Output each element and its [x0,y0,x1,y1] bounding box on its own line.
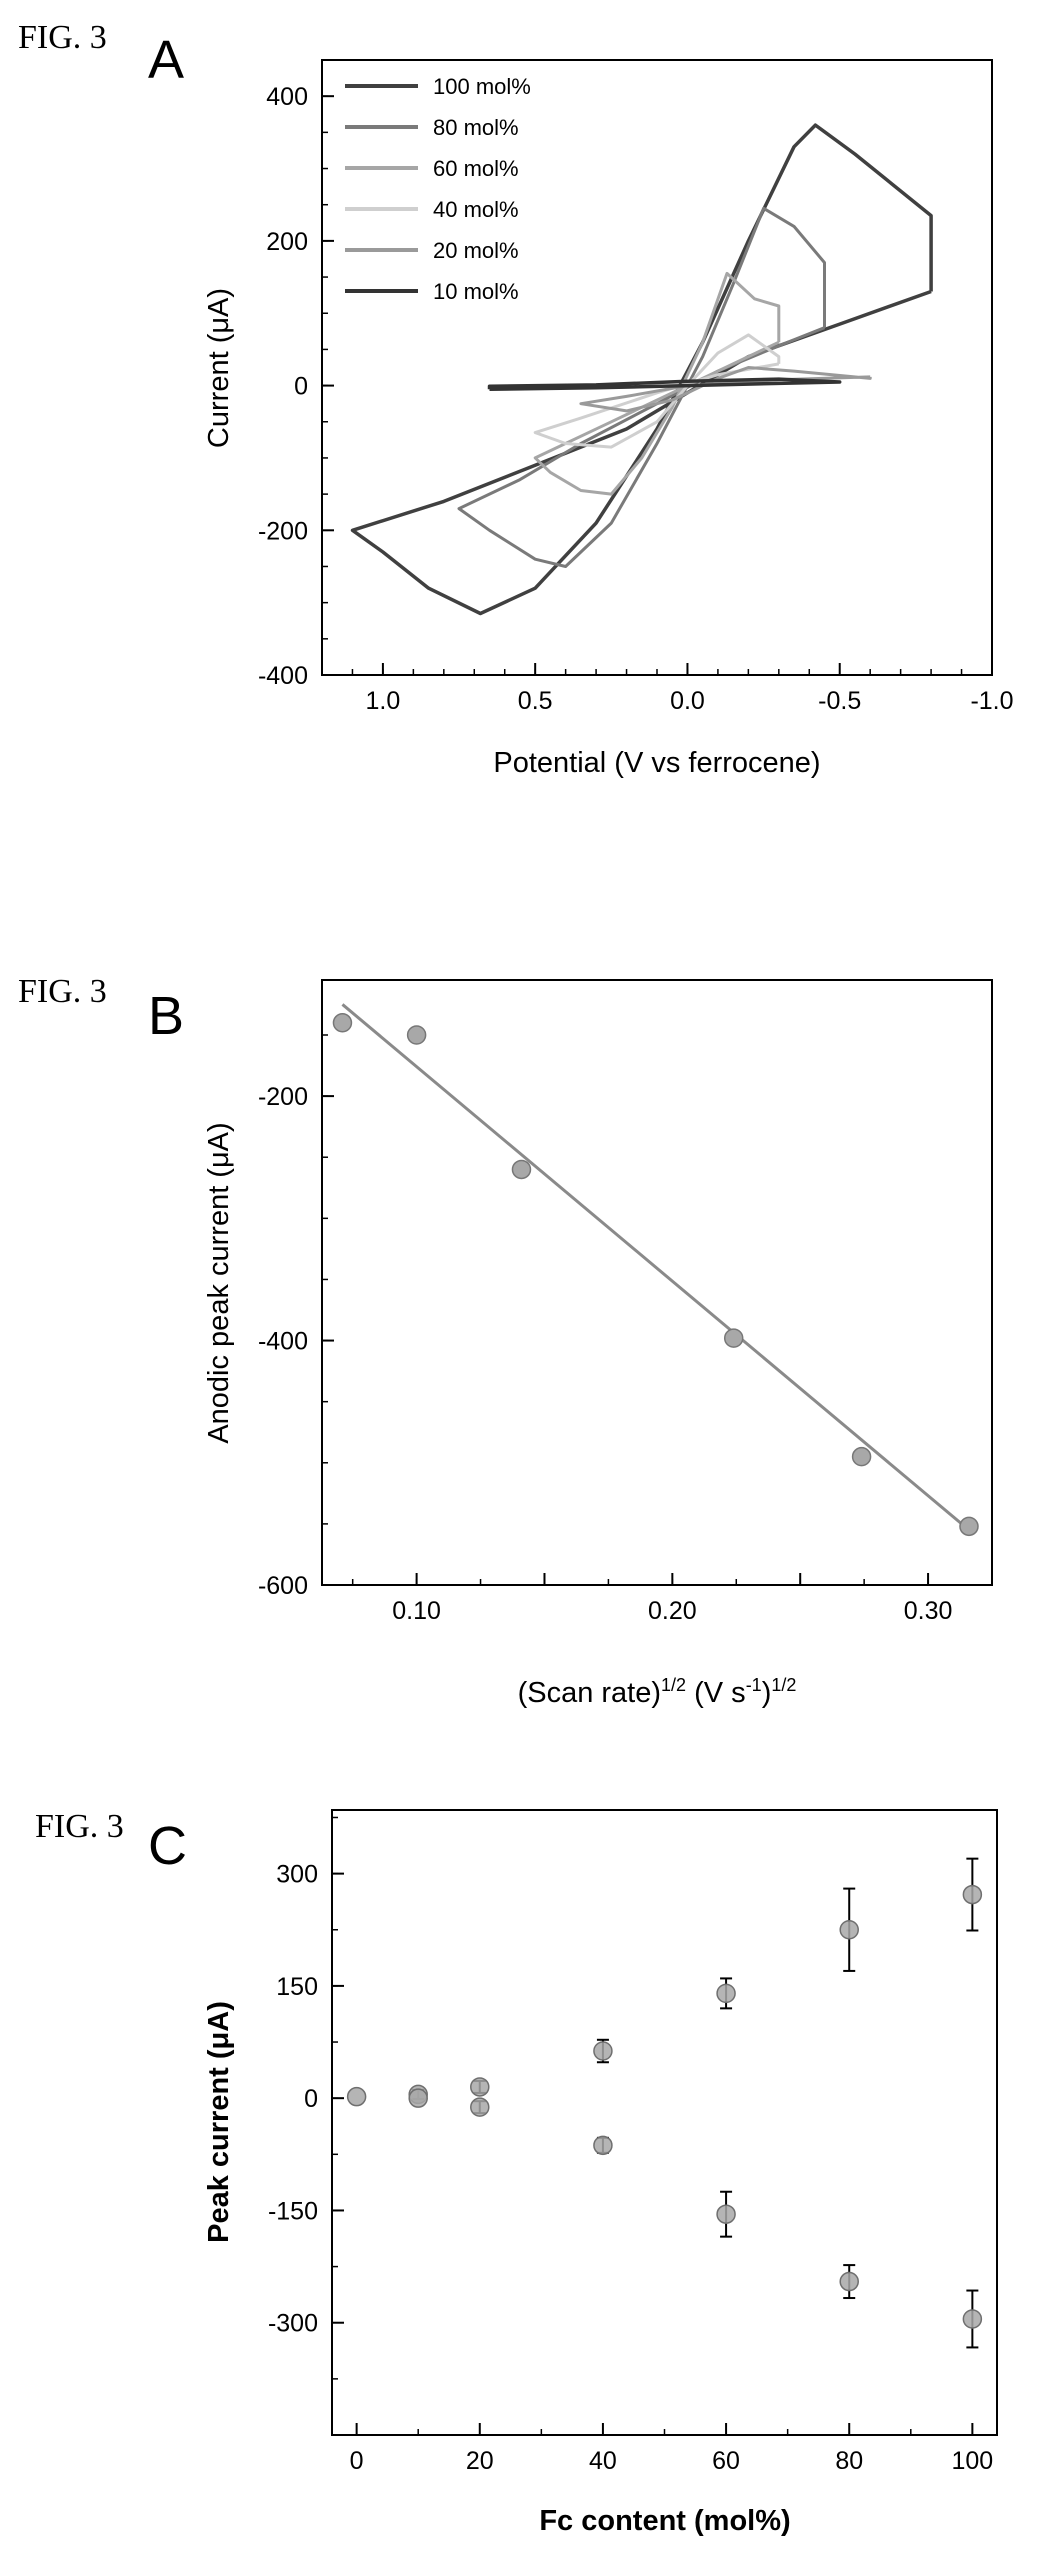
legend-label: 100 mol% [433,74,531,99]
legend-label: 40 mol% [433,197,519,222]
series-line-4 [533,333,781,449]
legend-a: 100 mol% 80 mol% 60 mol% 40 mol% 20 mol% 10 m… [345,74,531,304]
y-tick-label: 150 [276,1973,318,2001]
ticks-b: 0.10 0.20 0.30 -200 -400 -600 [258,1034,993,1625]
y-tick-label: 0 [294,373,308,401]
fig-label-a: FIG. 3 [18,19,107,56]
x-axis-title-b-exp3: 1/2 [771,1675,796,1695]
panel-letter-c: C [148,1816,187,1876]
x-tick-label: -1.0 [970,687,1013,715]
plot-frame-b [321,979,993,1586]
y-tick-label: -400 [258,662,308,690]
data-point [406,1025,427,1045]
y-tick-label: 200 [266,228,308,256]
data-point [408,2088,428,2108]
x-axis-title-b-mid: (V s [686,1677,746,1709]
panel-c: FIG. 3 C 0 20 40 60 80 100 300 150 0 -150 -300 Fc … [35,1808,998,2537]
y-tick-label: 0 [304,2085,318,2113]
fig-label-b: FIG. 3 [18,973,107,1010]
series-group-b [332,1003,979,1537]
y-tick-label: -150 [268,2197,318,2225]
x-axis-title-a: Potential (V vs ferrocene) [493,747,820,779]
x-axis-title-b-main: (Scan rate) [518,1677,661,1709]
legend-label: 60 mol% [433,156,519,181]
panel-b: FIG. 3 B 0.10 0.20 0.30 -200 -400 -600 (Scan … [18,973,993,1709]
x-axis-title-b-end: ) [762,1677,772,1709]
y-axis-title-a: Current (μA) [203,288,235,448]
series-group-c [346,1857,983,2349]
ticks-c: 0 20 40 60 80 100 300 150 0 -150 -300 [268,1816,994,2475]
fit-line [341,1003,970,1532]
series-line-1 [350,123,933,616]
data-point [511,1159,532,1180]
x-tick-label: 0.5 [518,687,553,715]
x-tick-label: 0.30 [904,1597,953,1625]
x-axis-title-b-exp1: 1/2 [661,1675,686,1695]
x-tick-label: 1.0 [366,687,401,715]
y-tick-label: -200 [258,517,308,545]
data-point [962,1884,983,1905]
x-tick-label: -0.5 [818,687,861,715]
legend-label: 80 mol% [433,115,519,140]
x-axis-title-b-exp2: -1 [746,1675,762,1695]
x-tick-label: 0.0 [670,687,705,715]
x-axis-title-b: (Scan rate)1/2 (V s-1)1/2 [518,1675,797,1709]
fig-label-c: FIG. 3 [35,1808,124,1845]
panel-letter-a: A [148,30,184,90]
series-line-2 [457,206,826,568]
legend-label: 10 mol% [433,279,519,304]
data-point [959,1516,979,1537]
series-line-3 [533,271,781,496]
series-line-6 [487,377,842,391]
y-tick-label: -600 [258,1572,308,1600]
data-point [332,1013,353,1033]
ticks-a: 1.0 0.5 0.0 -0.5 -1.0 400 200 0 -200 -400 [258,59,1014,715]
data-point [470,2097,490,2117]
y-tick-label: -400 [258,1328,308,1356]
data-point [839,2271,859,2292]
x-tick-label: 80 [835,2447,863,2475]
data-point [962,2309,983,2329]
plot-frame-c [331,1809,998,2436]
x-axis-title-c: Fc content (mol%) [539,2505,790,2537]
x-tick-label: 0.20 [648,1597,697,1625]
data-point [716,2204,736,2224]
x-tick-label: 20 [466,2447,494,2475]
panel-a: FIG. 3 A 1.0 0.5 0.0 -0.5 -1.0 400 200 0 -200 -40… [18,19,1014,779]
data-point [593,2135,613,2156]
x-tick-label: 100 [952,2447,994,2475]
data-point [851,1446,872,1467]
data-point [593,2041,613,2061]
series-group-a [350,123,933,616]
y-tick-label: -300 [268,2310,318,2338]
data-point [470,2077,490,2097]
x-tick-label: 60 [712,2447,740,2475]
legend-label: 20 mol% [433,238,519,263]
x-tick-label: 40 [589,2447,617,2475]
y-tick-label: 400 [266,83,308,111]
y-axis-title-c: Peak current (μA) [203,2001,235,2243]
data-point [716,1983,736,2004]
y-tick-label: -200 [258,1083,308,1111]
x-tick-label: 0.10 [392,1597,441,1625]
y-tick-label: 300 [276,1861,318,1889]
data-point [839,1920,859,1940]
y-axis-title-b: Anodic peak current (μA) [203,1122,235,1443]
x-tick-label: 0 [350,2447,364,2475]
data-point [723,1328,744,1348]
data-point [346,2086,367,2107]
panel-letter-b: B [148,986,184,1046]
